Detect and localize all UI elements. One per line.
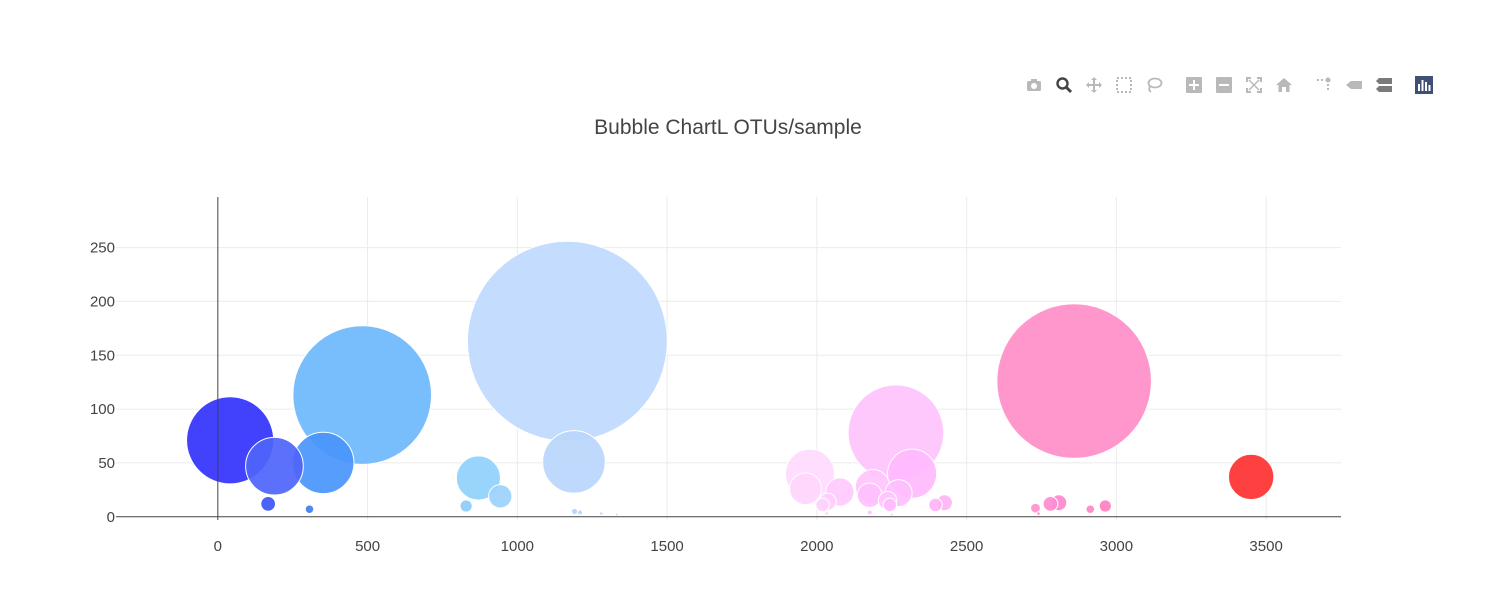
bubble-point[interactable]	[1098, 499, 1112, 513]
x-tick-label: 500	[355, 538, 380, 555]
modebar	[1015, 75, 1435, 99]
bubble-point[interactable]	[459, 499, 473, 513]
bubble-point[interactable]	[598, 511, 604, 516]
zoom-out-icon	[1215, 76, 1233, 99]
zoom-out-button[interactable]	[1213, 76, 1235, 98]
bubble-point[interactable]	[789, 472, 822, 506]
bubble-point[interactable]	[245, 436, 304, 496]
axes	[116, 197, 1341, 520]
y-tick-label: 200	[90, 293, 115, 310]
y-tick-label: 150	[90, 347, 115, 364]
bubble-point[interactable]	[996, 303, 1152, 459]
camera-button[interactable]	[1023, 76, 1045, 98]
zoom-in-icon	[1185, 76, 1203, 99]
zoom-in-button[interactable]	[1183, 76, 1205, 98]
autoscale-icon	[1245, 76, 1263, 99]
bubble-point[interactable]	[1085, 504, 1096, 515]
bubble-point[interactable]	[1036, 511, 1041, 516]
x-tick-label: 3500	[1249, 538, 1282, 555]
hover-closest-button[interactable]	[1343, 76, 1365, 98]
bubble-point[interactable]	[856, 482, 883, 509]
box-select-button[interactable]	[1113, 76, 1135, 98]
bubble-point[interactable]	[928, 497, 943, 513]
autoscale-button[interactable]	[1243, 76, 1265, 98]
home-icon	[1275, 76, 1293, 99]
x-tick-label: 2000	[800, 538, 833, 555]
bubble-series[interactable]	[186, 240, 1275, 517]
chart-title: Bubble ChartL OTUs/sample	[594, 116, 862, 139]
hover-closest-icon	[1345, 76, 1363, 99]
y-tick-label: 250	[90, 240, 115, 257]
bubble-point[interactable]	[889, 512, 894, 517]
hover-compare-button[interactable]	[1373, 76, 1395, 98]
x-tick-label: 3000	[1100, 538, 1133, 555]
zoom-icon	[1055, 76, 1073, 99]
plotly-logo-button[interactable]	[1413, 75, 1435, 99]
bubble-point[interactable]	[570, 507, 579, 515]
y-tick-label: 50	[98, 455, 115, 472]
bubble-point[interactable]	[614, 512, 619, 517]
y-tick-labels: 0 50 100 150 200 250	[90, 240, 115, 526]
plotly-logo-icon	[1415, 75, 1433, 99]
camera-icon	[1025, 76, 1043, 99]
zoom-button[interactable]	[1053, 76, 1075, 98]
bubble-point[interactable]	[488, 484, 513, 509]
bubble-point[interactable]	[1030, 502, 1041, 514]
pan-button[interactable]	[1083, 76, 1105, 98]
bubble-point[interactable]	[824, 511, 830, 516]
spike-lines-button[interactable]	[1313, 76, 1335, 98]
bubble-point[interactable]	[866, 509, 873, 516]
lasso-select-button[interactable]	[1143, 76, 1165, 98]
home-button[interactable]	[1273, 76, 1295, 98]
bubble-point[interactable]	[882, 497, 898, 513]
x-tick-label: 0	[214, 538, 222, 555]
y-gridlines	[116, 247, 1341, 464]
bubble-point[interactable]	[260, 495, 277, 512]
x-tick-label: 2500	[950, 538, 983, 555]
y-tick-label: 0	[107, 509, 115, 526]
x-tick-labels: 0 500 1000 1500 2000 2500 3000 3500	[214, 538, 1283, 555]
bubble-point[interactable]	[292, 325, 433, 465]
bubble-point[interactable]	[542, 430, 606, 494]
spike-lines-icon	[1315, 76, 1333, 99]
pan-icon	[1085, 76, 1103, 99]
bubble-point[interactable]	[1227, 453, 1275, 501]
box-select-icon	[1115, 76, 1133, 99]
bubble-point[interactable]	[576, 509, 583, 516]
hover-compare-icon	[1375, 76, 1393, 99]
x-tick-label: 1000	[501, 538, 534, 555]
bubble-point[interactable]	[1042, 495, 1059, 512]
bubble-point[interactable]	[815, 497, 830, 513]
bubble-point[interactable]	[455, 455, 501, 501]
lasso-select-icon	[1145, 76, 1163, 99]
bubble-point[interactable]	[466, 240, 668, 442]
bubble-point[interactable]	[304, 504, 315, 515]
y-tick-label: 100	[90, 401, 115, 418]
x-tick-label: 1500	[650, 538, 683, 555]
